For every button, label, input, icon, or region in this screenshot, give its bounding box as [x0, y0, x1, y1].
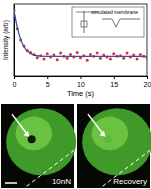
data-point: [122, 57, 125, 60]
arrow-head: [23, 131, 29, 137]
data-point: [42, 57, 45, 60]
inset-label: simulated membrane: [91, 9, 138, 15]
x-axis-title: Time (s): [67, 89, 95, 98]
x-tick-label: 15: [110, 81, 118, 88]
data-point: [99, 57, 102, 60]
data-point: [96, 52, 99, 55]
x-tick: 0: [13, 76, 17, 88]
x-tick: 15: [110, 76, 118, 88]
data-point: [136, 57, 139, 60]
x-tick: 20: [144, 76, 151, 88]
figure: 0 5 10 15 20 Time (s) Intensity (arb) simulated…: [0, 0, 151, 189]
plot-frame: [14, 4, 147, 76]
edge-line: [103, 150, 150, 186]
x-tick-mark: [81, 76, 82, 79]
data-point: [66, 57, 69, 60]
y-axis-title: Intensity (arb): [2, 20, 10, 60]
data-point: [59, 52, 62, 55]
data-point: [126, 52, 129, 55]
inset: simulated membrane: [72, 7, 144, 37]
cell: [6, 108, 76, 175]
arrow-head: [99, 131, 105, 137]
inset-box: [81, 21, 87, 27]
data-point: [86, 59, 89, 62]
cell-bright: [16, 117, 53, 151]
x-tick: 5: [46, 76, 50, 88]
data-point: [89, 53, 92, 56]
panel-label: Recovery: [113, 177, 147, 186]
cell-bright: [92, 117, 129, 151]
membrane-shape: [102, 19, 140, 27]
micrograph: 10nN: [1, 104, 76, 188]
panel-label: 10nN: [52, 177, 71, 186]
data-point: [139, 53, 142, 56]
micrograph: Recovery: [77, 104, 151, 188]
x-tick-label: 5: [46, 81, 50, 88]
x-tick-label: 0: [13, 81, 17, 88]
data-point: [112, 52, 115, 55]
inset-frame: [72, 7, 144, 37]
scale-bar: [5, 182, 17, 184]
arrow: [12, 114, 27, 134]
data-point: [36, 56, 39, 59]
x-tick-label: 10: [77, 81, 85, 88]
x-tick-mark: [47, 76, 48, 79]
arrow: [88, 114, 103, 134]
x-tick-label: 20: [144, 81, 151, 88]
x-tick-mark: [147, 76, 148, 79]
inset-probe: [84, 11, 85, 33]
data-point: [56, 58, 59, 61]
x-axis: 0 5 10 15 20: [13, 76, 151, 88]
x-axis-line: [15, 77, 148, 80]
cell: [82, 108, 151, 175]
data-point: [109, 57, 112, 60]
x-tick: 10: [77, 76, 85, 88]
data-point: [46, 52, 49, 55]
data-point: [76, 51, 79, 54]
edge-line: [27, 150, 74, 186]
x-tick-mark: [114, 76, 115, 79]
data-point: [69, 53, 72, 56]
